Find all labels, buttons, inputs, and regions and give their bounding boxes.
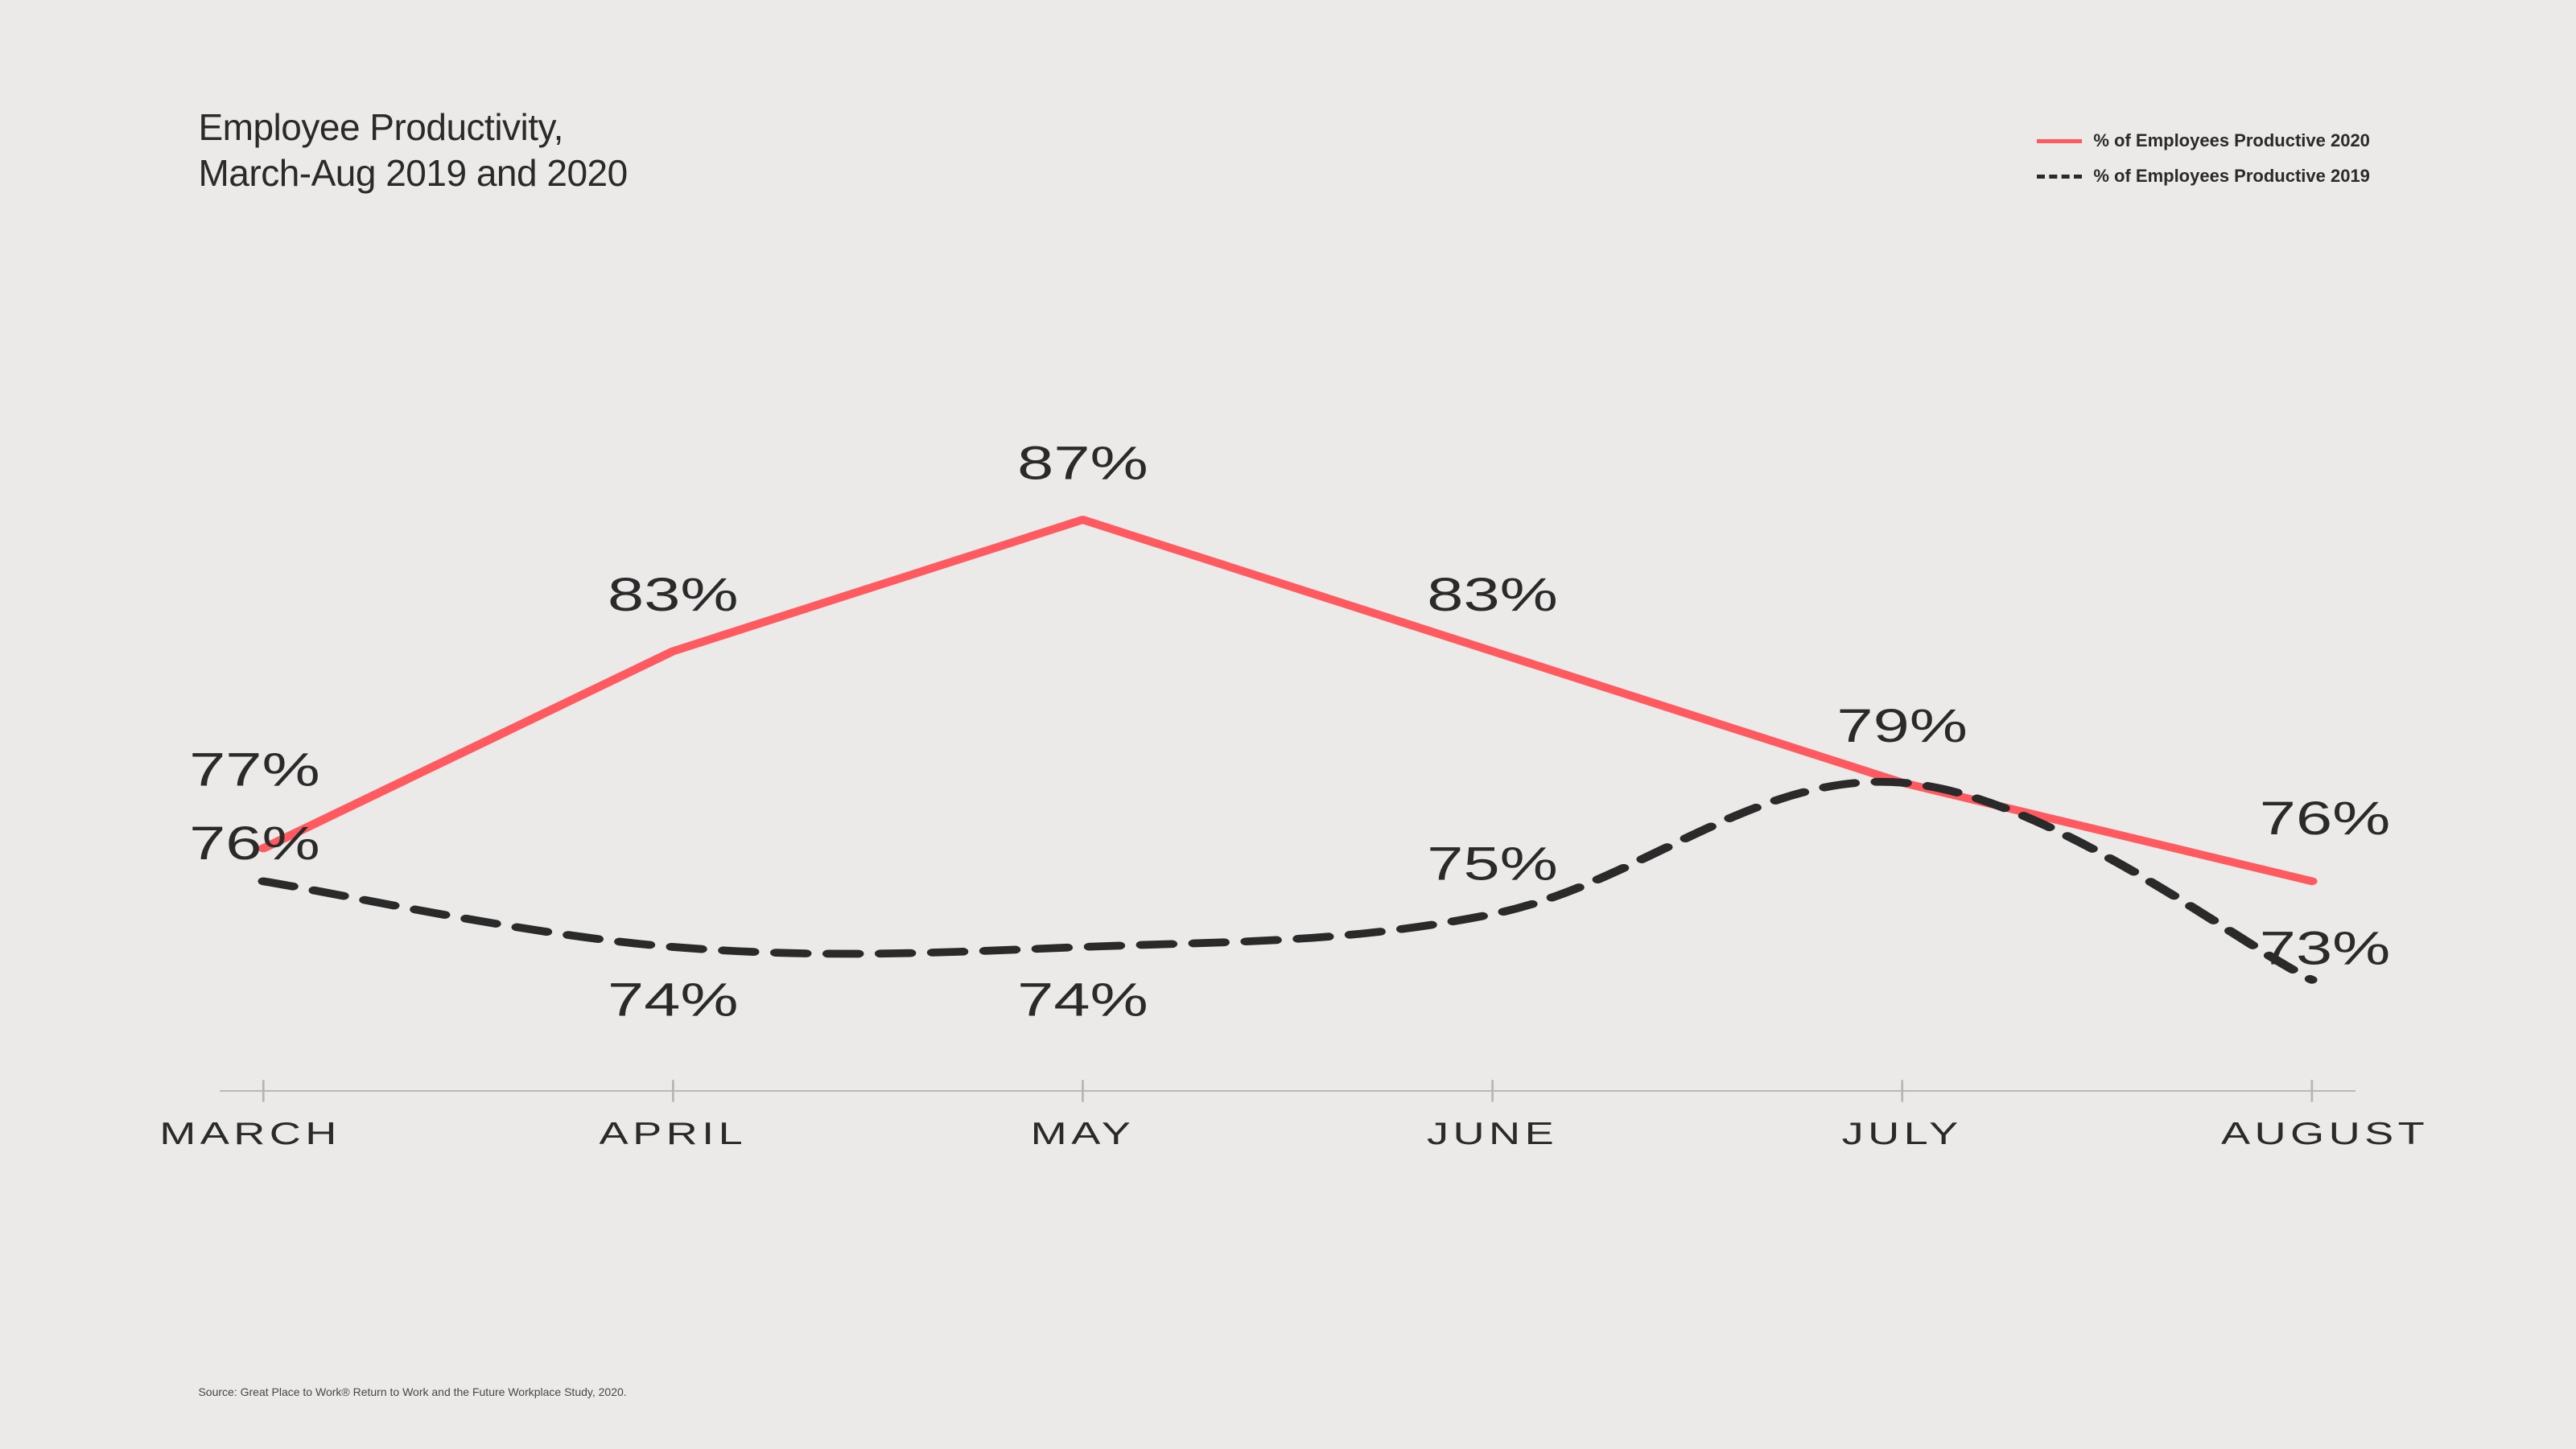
data-label-2020: 87%: [1018, 437, 1149, 489]
series-line-2019: [264, 782, 2313, 980]
legend: % of Employees Productive 2020 % of Emplo…: [2037, 130, 2370, 187]
legend-label: % of Employees Productive 2020: [2093, 130, 2370, 151]
title-line-2: March-Aug 2019 and 2020: [198, 150, 627, 197]
data-label-2020: 77%: [190, 743, 321, 796]
data-label-2020: 83%: [608, 568, 740, 620]
chart-container: Employee Productivity, March-Aug 2019 an…: [0, 0, 2576, 1449]
data-label-2019: 74%: [1018, 974, 1149, 1026]
data-label-2020: 76%: [2260, 792, 2391, 844]
x-axis-label: JULY: [1842, 1116, 1963, 1151]
data-label-2019: 74%: [608, 974, 740, 1026]
data-label-2019: 76%: [190, 817, 321, 870]
data-label-2019: 73%: [2260, 922, 2391, 974]
series-line-2020: [264, 520, 2313, 881]
x-axis-label: MARCH: [160, 1116, 342, 1151]
title-line-1: Employee Productivity,: [198, 105, 627, 151]
legend-swatch-solid: [2037, 139, 2082, 143]
data-label-2020: 79%: [1837, 700, 1968, 752]
chart-svg: MARCHAPRILMAYJUNEJULYAUGUST77%83%87%83%7…: [198, 405, 2377, 1188]
legend-label: % of Employees Productive 2019: [2093, 166, 2370, 187]
x-axis-label: MAY: [1031, 1116, 1136, 1151]
x-axis-label: AUGUST: [2221, 1116, 2429, 1151]
legend-item-0: % of Employees Productive 2020: [2037, 130, 2370, 151]
source-citation: Source: Great Place to Work® Return to W…: [198, 1385, 626, 1398]
data-label-2019: 75%: [1428, 838, 1559, 890]
legend-item-1: % of Employees Productive 2019: [2037, 166, 2370, 187]
x-axis-label: APRIL: [600, 1116, 748, 1151]
legend-swatch-dashed: [2037, 175, 2082, 179]
chart-title: Employee Productivity, March-Aug 2019 an…: [198, 105, 627, 197]
data-label-2020: 83%: [1428, 568, 1559, 620]
x-axis-label: JUNE: [1428, 1116, 1559, 1151]
chart-area: MARCHAPRILMAYJUNEJULYAUGUST77%83%87%83%7…: [198, 405, 2377, 1188]
